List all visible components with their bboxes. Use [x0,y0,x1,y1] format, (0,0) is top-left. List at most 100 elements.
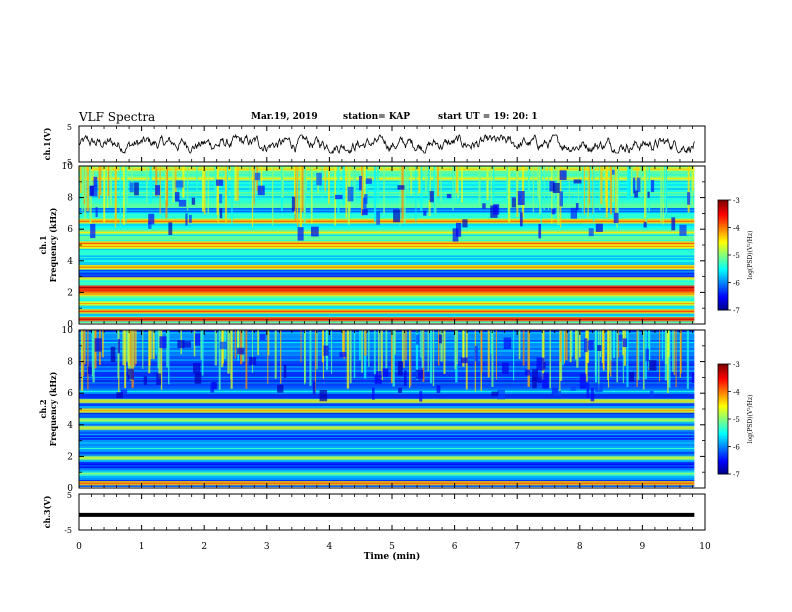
ch2-spectrogram-patch [94,338,102,352]
ch1-spectrogram-streak [145,166,148,202]
ch1-spectrogram-streak [297,166,299,225]
ch1-spectrogram-colorbar-cell [718,277,728,280]
ch2-spectrogram-streak [668,330,671,388]
ch1-spectrogram-streak [582,166,584,213]
ch1-spectrogram-patch [636,177,641,193]
ch1-spectrogram-texture [79,182,705,184]
ch2-spectrogram-streak [415,330,419,381]
ch1-spectrogram-streak [125,166,127,223]
ch1-spectrogram-patch [595,223,603,232]
ch1-spectrogram-streak [583,166,585,215]
ch1-spectrogram-colorbar-cell [718,203,728,206]
ch1-spectrogram-streak [492,166,495,203]
ch2-spectrogram-streak [214,330,218,366]
ch2-spectrogram-streak [359,330,361,361]
ch2-spectrogram-streak [134,330,136,367]
ch1-spectrogram-band-line [79,293,705,295]
ch1-spectrogram-streak [249,166,251,192]
ch2-spectrogram-texture [79,440,705,442]
ch2-spectrogram-patch [586,382,590,399]
ch2-spectrogram-streak [200,330,202,360]
ch1-spectrogram-streak [251,166,254,227]
ch2-spectrogram-streak [150,330,152,360]
ch2-spectrogram-streak [166,330,169,368]
ch2-spectrogram-colorbar-cell [718,376,728,380]
ch2-spectrogram-streak [267,330,269,384]
ch2-spectrogram-colorbar-cell [718,406,728,409]
ch1-spectrogram-band-line [79,209,705,211]
ch1-spectrogram-streak [81,166,83,213]
ch1-spectrogram-streak [107,166,110,197]
ch2-spectrogram-streak [673,330,675,376]
ch2-spectrogram-streak [624,330,626,366]
ch1-spectrogram-patch [588,228,594,237]
ch1-spectrogram-colorbar-cell [718,244,728,247]
ch2-spectrogram-patch [87,366,92,374]
ch2-spectrogram-band-line [79,400,705,402]
ch2-spectrogram-streak [659,330,661,382]
ch2-spectrogram-streak [672,330,674,372]
ch1-spectrogram-patch [423,210,427,216]
ch2-spectrogram-colorbar-cell [718,415,728,418]
ch2-spectrogram-patch [312,381,316,394]
ch1-spectrogram-colorbar-cell [718,286,728,289]
ch1-spectrogram-colorbar-cell [718,218,728,221]
ch1-spectrogram-patch [643,222,647,228]
ch2-spectrogram-colorbar-cell [718,422,728,425]
ch2-spectrogram-patch [584,338,588,353]
ch1-spectrogram-streak [236,166,239,201]
ch2-spectrogram-colorbar-cell [718,393,728,396]
ch1-spectrogram-streak [126,166,128,205]
ch1-spectrogram-streak [418,166,421,194]
ch1-spectrogram-colorbar-cell [718,212,728,216]
ch1-spectrogram-patch [129,182,134,193]
ch2-spectrogram-patch [397,387,403,393]
ch2-spectrogram-patch [183,341,191,348]
ch2-spectrogram-streak [599,330,602,358]
ch1-spectrogram-patch [538,223,542,239]
ch2-spectrogram-streak [227,330,230,374]
ch1-spectrogram-texture [79,184,705,186]
ch1-spectrogram-streak [342,166,345,206]
ch1-spectrogram-streak [92,166,94,193]
ch1-spectrogram-streak [321,166,323,199]
ch2-spectrogram-patch [579,373,587,389]
ch2-spectrogram-streak [230,330,233,389]
ch1-spectrogram-patch [482,203,486,209]
ch1-spectrogram-ylabel: Frequency (kHz) [48,207,58,282]
ch1-spectrogram-colorbar-cell [718,258,728,261]
ch1-spectrogram-streak [660,166,662,223]
ch1-spectrogram-streak [406,166,409,193]
ch1-spectrogram-patch [612,169,615,175]
ch2-spectrogram-band-line [79,448,705,449]
ch2-spectrogram-streak [602,330,605,369]
ch2-spectrogram-streak [642,330,645,390]
ch1-spectrogram-colorbar-cell [718,233,728,236]
ch2-spectrogram-patch [277,384,284,393]
ch1-spectrogram-streak [461,166,463,203]
ch1-spectrogram-patch [393,209,401,223]
ch2-spectrogram-streak [160,330,163,390]
ch2-spectrogram-streak [420,330,422,358]
ch1-spectrogram-band-line [79,192,705,194]
ch2-spectrogram-colorbar-cell [718,464,728,468]
ch1-spectrogram-streak [114,166,117,224]
ch2-spectrogram-colorbar-cell [718,453,728,457]
ch1-spectrogram-patch [219,193,223,204]
ch1-spectrogram-streak [436,166,439,197]
ch1-spectrogram-streak [600,166,603,205]
ch1-spectrogram-patch [559,170,567,181]
ch2-spectrogram-colorbar-cell [718,455,728,458]
ch1-spectrogram-band-line [79,290,705,292]
ch2-spectrogram-streak [559,330,561,392]
xtick-label: 2 [201,542,207,552]
ch2-spectrogram-texture [79,404,705,406]
ch1-spectrogram-patch [362,209,368,216]
ch1-spectrogram-colorbar-cell [718,282,728,285]
ch1-spectrogram-streak [616,166,618,229]
ch2-spectrogram-colorbar-cell [718,439,728,442]
ch2-spectrogram-streak [490,330,492,354]
ch2-spectrogram-band-line [79,410,705,412]
ch1-spectrogram-streak [271,166,274,226]
ch2-spectrogram-streak [403,330,405,368]
